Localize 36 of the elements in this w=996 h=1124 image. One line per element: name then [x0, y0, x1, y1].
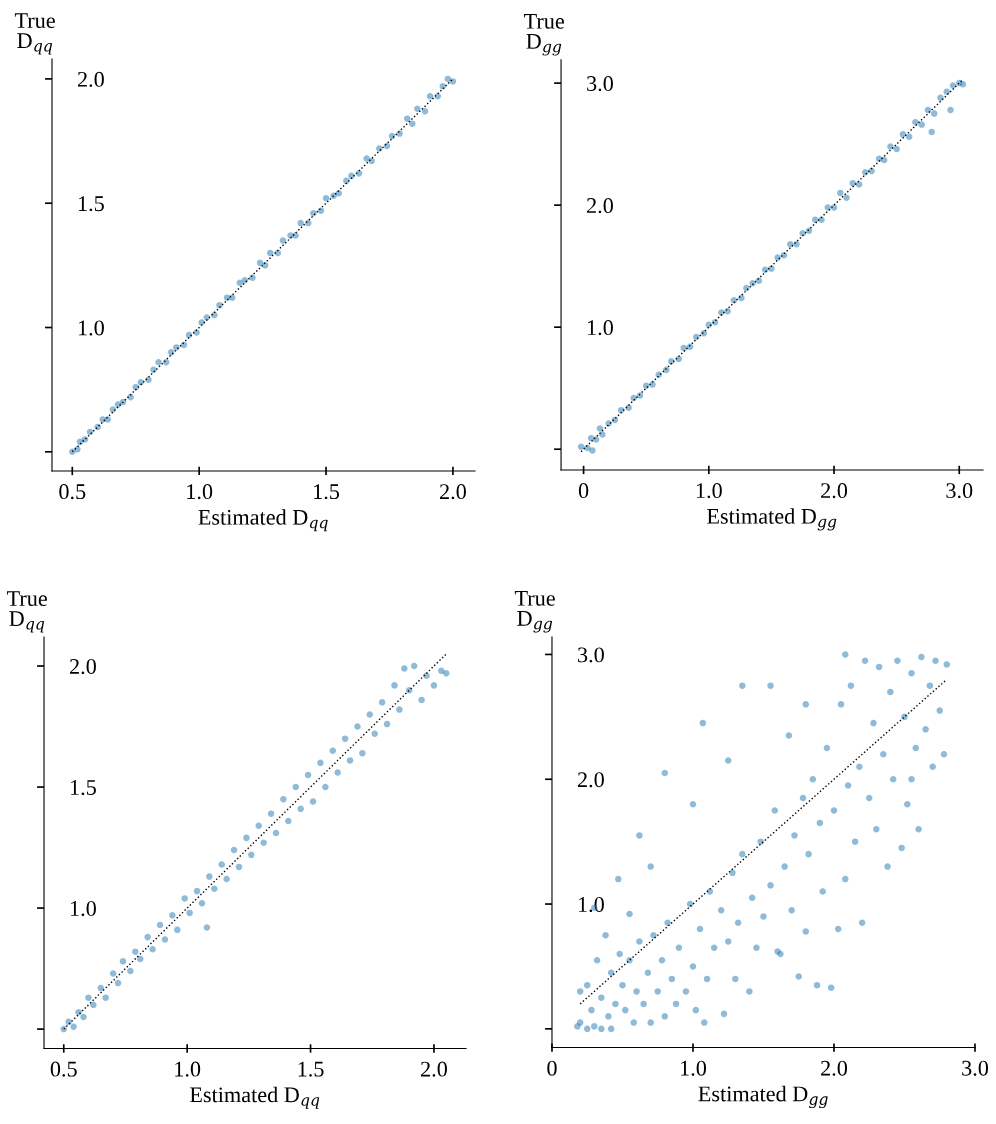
x-tick-label: 0.5 — [59, 484, 86, 500]
x-tick-label: 2.0 — [421, 1061, 447, 1077]
x-tick-label: 1.0 — [187, 484, 213, 500]
x-tick-label: 1.0 — [696, 483, 722, 499]
y-tick-label: 2.0 — [587, 198, 613, 214]
y-axis-title: True D$_{qq}$ — [14, 13, 55, 55]
y-axis-title: True D$_{gg}$ — [523, 13, 564, 56]
x-tick-label: 2.0 — [821, 1060, 848, 1076]
x-tick-label: 2.0 — [821, 483, 848, 499]
x-tick-label: 3.0 — [946, 483, 973, 499]
x-tick-label: 2.0 — [440, 484, 466, 500]
x-axis-title: Estimated D$_{gg}$ — [698, 1085, 828, 1109]
x-axis-title: Estimated D$_{qq}$ — [198, 509, 328, 532]
y-tick-label: 1.5 — [78, 196, 104, 212]
y-tick-label: 2.0 — [70, 658, 96, 675]
y-axis-title: True D$_{qq}$ — [6, 591, 47, 633]
x-tick-label: 1.0 — [681, 1060, 707, 1076]
x-tick-label: 0 — [547, 1060, 557, 1076]
y-tick-label: 2.0 — [577, 772, 604, 788]
y-tick-label: 1.0 — [578, 896, 604, 913]
x-tick-label: 1.0 — [175, 1061, 201, 1077]
y-tick-label: 3.0 — [578, 647, 604, 663]
y-tick-label: 1.0 — [78, 320, 104, 336]
x-axis-title: Estimated D$_{qq}$ — [190, 1086, 320, 1109]
x-tick-label: 0.5 — [50, 1061, 77, 1077]
y-tick-label: 3.0 — [587, 76, 613, 92]
x-tick-label: 0 — [578, 483, 589, 499]
y-tick-label: 2.0 — [77, 71, 104, 87]
x-axis-title: Estimated D$_{gg}$ — [707, 508, 837, 531]
x-tick-label: 1.5 — [314, 484, 340, 500]
x-tick-label: 1.5 — [298, 1061, 324, 1077]
y-tick-label: 1.0 — [588, 320, 613, 336]
y-tick-label: 1.5 — [70, 780, 96, 796]
y-axis-title: True D$_{gg}$ — [514, 591, 555, 633]
x-tick-label: 3.0 — [962, 1060, 989, 1076]
y-tick-label: 1.0 — [70, 901, 96, 917]
